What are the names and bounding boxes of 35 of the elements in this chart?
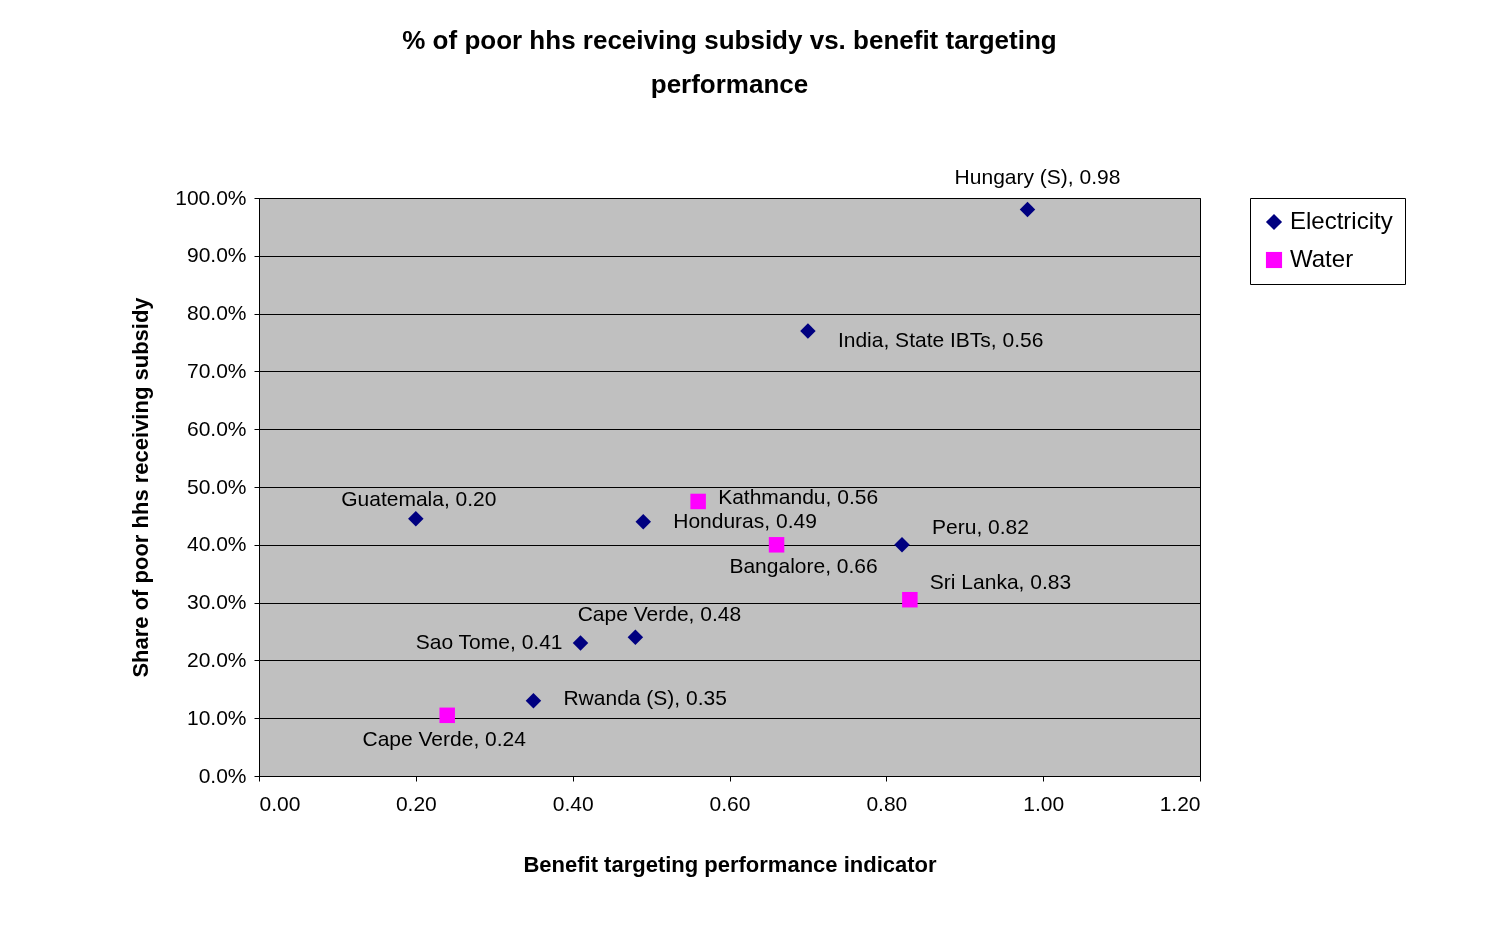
annotation: Cape Verde, 0.48: [577, 602, 742, 626]
x-tick-label: 0.40: [552, 791, 594, 815]
chart-title: % of poor hhs receiving subsidy vs. benefit targeting performance: [402, 24, 1057, 99]
y-tick-label: 70.0%: [186, 358, 247, 382]
annotation: Hungary (S), 0.98: [954, 164, 1121, 188]
y-tick-label: 30.0%: [186, 590, 247, 614]
annotation: Bangalore, 0.66: [729, 553, 878, 577]
annotation: Honduras, 0.49: [673, 508, 817, 532]
x-tick-label: 0.60: [709, 791, 751, 815]
y-tick-label: 0.0%: [198, 763, 247, 787]
y-tick-label: 20.0%: [186, 647, 247, 671]
x-tick-label: 0.80: [866, 791, 908, 815]
y-tick-label: 10.0%: [186, 705, 247, 729]
y-tick-label: 40.0%: [186, 532, 247, 556]
annotation: Guatemala, 0.20: [341, 486, 497, 510]
x-tick-label: 1.20: [1159, 791, 1201, 815]
y-tick-label: 80.0%: [186, 301, 247, 325]
annotation: Peru, 0.82: [932, 514, 1029, 538]
legend-label: Water: [1290, 245, 1354, 272]
annotation: Rwanda (S), 0.35: [563, 685, 727, 709]
annotation: India, State IBTs, 0.56: [837, 327, 1044, 351]
y-tick-label: 100.0%: [175, 185, 247, 209]
annotation: Kathmandu, 0.56: [718, 485, 879, 509]
y-axis-title: Share of poor hhs receiving subsidy: [128, 296, 154, 678]
x-tick-label: 0.20: [395, 791, 437, 815]
annotation: Sao Tome, 0.41: [415, 630, 563, 654]
annotation: Sri Lanka, 0.83: [929, 569, 1072, 593]
y-tick-label: 90.0%: [186, 243, 247, 267]
annotation: Cape Verde, 0.24: [362, 727, 527, 751]
x-tick-label: 1.00: [1023, 791, 1065, 815]
y-tick-label: 60.0%: [186, 416, 247, 440]
x-axis-title: Benefit targeting performance indicator: [523, 851, 938, 877]
y-tick-label: 50.0%: [186, 474, 247, 498]
x-tick-label: 0.00: [259, 791, 301, 815]
legend-label: Electricity: [1290, 207, 1393, 234]
